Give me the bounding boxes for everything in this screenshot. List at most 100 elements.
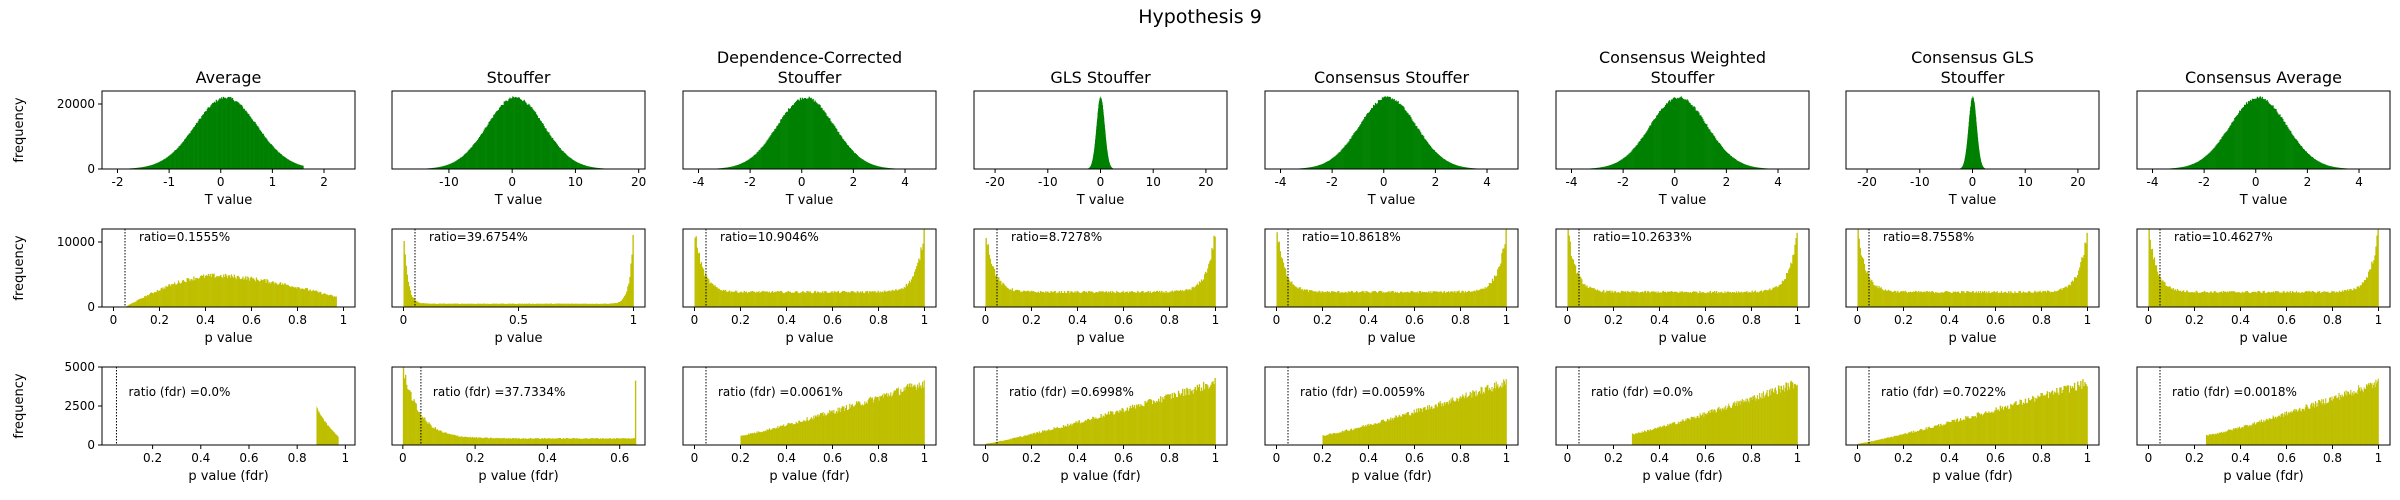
histogram-bar [493,114,495,169]
histogram-bar [1067,423,1069,445]
histogram-bar [1001,440,1003,445]
histogram-bar [460,157,463,169]
histogram-bar [1698,293,1700,307]
histogram-bar [261,280,263,307]
histogram-bar [2194,292,2196,307]
histogram-bar [309,289,311,307]
histogram-bar [1038,293,1041,307]
histogram-bar [214,102,217,169]
histogram-bar [1407,291,1409,307]
histogram-bar [1473,391,1475,445]
histogram-bar [1009,289,1011,307]
histogram-bar [1772,287,1774,307]
histogram-bar [232,100,235,169]
histogram-bar [226,277,229,307]
histogram-bar [1415,412,1417,445]
histogram-bar [1680,292,1682,307]
histogram-bar [504,303,507,307]
histogram-bar [2304,151,2307,169]
histogram-bar [1627,290,1629,307]
histogram-bar [1657,291,1659,307]
histogram-bar [2201,158,2204,169]
axes-frame [682,90,937,170]
histogram-bar [2165,285,2167,307]
histogram-bar [597,438,600,445]
histogram-bar [1141,291,1143,307]
histogram-bar [185,282,187,307]
x-tick-label: 0.4 [1359,451,1378,465]
histogram-bar [1409,292,1411,307]
histogram-bar [317,291,319,307]
histogram-bar [2374,255,2376,307]
histogram-bar [1117,411,1119,445]
histogram-bar [1331,158,1334,169]
histogram-bar [1411,412,1413,445]
x-tick-label: 0 [1097,175,1105,189]
histogram-bar [1863,263,1866,307]
x-tick-label: 0 [1969,175,1977,189]
histogram-bar [804,97,806,169]
histogram-bar [907,387,909,445]
histogram-bar [1050,429,1052,445]
histogram-bar [1386,418,1389,445]
histogram-bar [1497,269,1499,307]
histogram-bar [1714,138,1717,169]
histogram-bar [875,165,877,169]
panel-title: GLS Stouffer [1050,68,1151,87]
histogram-bar [1468,396,1470,445]
histogram-bar [832,292,834,307]
histogram-bar [2243,104,2246,169]
histogram-bar [241,106,244,169]
histogram-bar [1708,412,1710,445]
histogram-bar [591,167,594,169]
histogram-bar [306,288,309,307]
histogram-bar [486,303,488,307]
histogram-bar [529,105,531,169]
histogram-bar [911,276,914,307]
histogram-bar [920,385,922,445]
histogram-bar [1502,386,1504,445]
histogram-bar [1435,291,1437,307]
histogram-bar [300,289,302,307]
histogram-bar [1671,423,1673,445]
histogram-bar [911,387,914,445]
histogram-bar [589,166,591,169]
histogram-bar [1747,400,1749,445]
histogram-bar [1202,279,1205,307]
histogram-bar [2185,166,2187,169]
histogram-bar [1078,292,1080,307]
histogram-bar [765,431,767,445]
histogram-bar [630,438,633,445]
histogram-bar [1897,290,1899,307]
histogram-bar [412,401,414,445]
histogram-bar [2336,167,2338,169]
histogram-bar [1468,291,1471,307]
histogram-bar [1676,424,1678,445]
histogram-bar [2019,290,2021,307]
axes-frame [2136,228,2391,308]
histogram-bar [424,303,426,307]
ratio-annotation: ratio (fdr) =37.7334% [433,385,566,399]
histogram-bar [1381,291,1383,307]
histogram-bar [1332,157,1335,169]
histogram-bar [2313,158,2315,169]
x-axis-label: T value [1367,193,1416,208]
histogram-bar [1745,398,1747,445]
histogram-bar [818,104,820,169]
histogram-bar [164,288,166,307]
histogram-bar [1763,397,1765,445]
histogram-bar [768,428,771,445]
histogram-bar [1323,435,1325,445]
histogram-bar [1099,291,1101,307]
histogram-bar [1596,167,1598,169]
histogram-bar [2331,166,2333,169]
histogram-bar [1451,291,1453,307]
histogram-bar [1687,292,1690,307]
histogram-bar [817,414,819,445]
histogram-bar [586,165,588,169]
histogram-bar [1629,152,1631,169]
histogram-bar [2292,134,2294,169]
histogram-bar [882,397,884,445]
histogram-bar [1688,292,1691,307]
